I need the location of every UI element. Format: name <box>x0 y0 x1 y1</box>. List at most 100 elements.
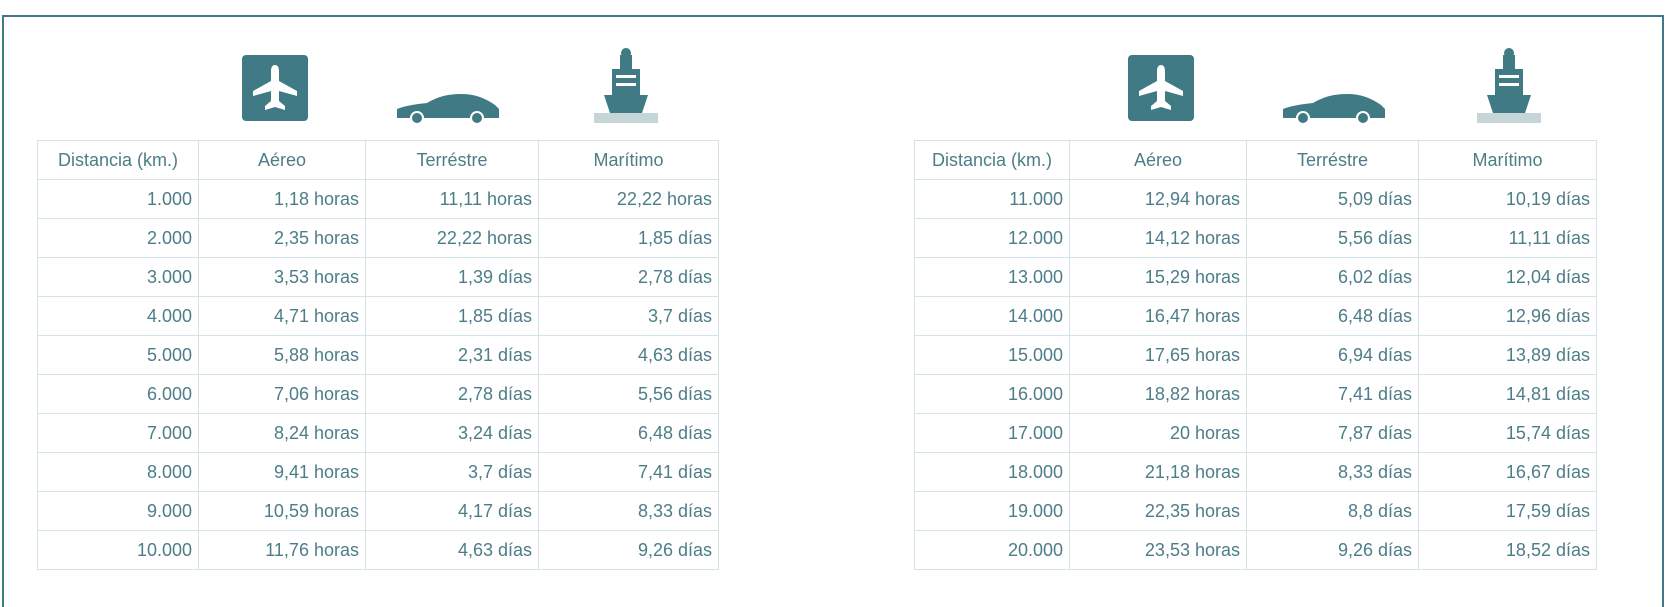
cell: 4,63 días <box>538 335 719 375</box>
cell: 3,24 días <box>365 413 539 453</box>
cell: 14,12 horas <box>1069 218 1247 258</box>
row: 14.000 16,47 horas 6,48 días 12,96 días <box>914 296 1597 336</box>
cell: 4,71 horas <box>198 296 366 336</box>
cell: 6,94 días <box>1246 335 1419 375</box>
cell: 18,82 horas <box>1069 374 1247 414</box>
header-cell: Terréstre <box>365 140 539 180</box>
cell: 1,39 días <box>365 257 539 297</box>
cell: 11,76 horas <box>198 530 366 570</box>
cell: 3,53 horas <box>198 257 366 297</box>
cell: 4,17 días <box>365 491 539 531</box>
cell: 2,35 horas <box>198 218 366 258</box>
cell: 7,87 días <box>1246 413 1419 453</box>
cell: 22,22 horas <box>365 218 539 258</box>
cell: 3.000 <box>37 257 199 297</box>
cell: 3,7 días <box>365 452 539 492</box>
row: 19.000 22,35 horas 8,8 días 17,59 días <box>914 491 1597 531</box>
cell: 12,04 días <box>1418 257 1597 297</box>
cell: 14,81 días <box>1418 374 1597 414</box>
cell: 12.000 <box>914 218 1070 258</box>
cell: 3,7 días <box>538 296 719 336</box>
cell: 10,59 horas <box>198 491 366 531</box>
cell: 8,33 días <box>1246 452 1419 492</box>
car-icon <box>397 94 499 124</box>
cell: 22,22 horas <box>538 179 719 219</box>
row: 11.000 12,94 horas 5,09 días 10,19 días <box>914 179 1597 219</box>
cell: 9,41 horas <box>198 452 366 492</box>
cell: 15,29 horas <box>1069 257 1247 297</box>
cell: 8.000 <box>37 452 199 492</box>
cell: 6,48 días <box>1246 296 1419 336</box>
cell: 5.000 <box>37 335 199 375</box>
header-cell: Terréstre <box>1246 140 1419 180</box>
cell: 9.000 <box>37 491 199 531</box>
cell: 12,94 horas <box>1069 179 1247 219</box>
cell: 5,56 días <box>1246 218 1419 258</box>
row: 15.000 17,65 horas 6,94 días 13,89 días <box>914 335 1597 375</box>
row: 16.000 18,82 horas 7,41 días 14,81 días <box>914 374 1597 414</box>
cell: 15,74 días <box>1418 413 1597 453</box>
cell: 11,11 horas <box>365 179 539 219</box>
header-row: Distancia (km.) Aéreo Terréstre Marítimo <box>914 140 1597 180</box>
cell: 6,02 días <box>1246 257 1419 297</box>
cell: 15.000 <box>914 335 1070 375</box>
cell: 1,85 días <box>365 296 539 336</box>
row: 7.000 8,24 horas 3,24 días 6,48 días <box>37 413 719 453</box>
header-cell: Marítimo <box>538 140 719 180</box>
cell: 20.000 <box>914 530 1070 570</box>
header-cell: Aéreo <box>198 140 366 180</box>
cell: 1,85 días <box>538 218 719 258</box>
row: 13.000 15,29 horas 6,02 días 12,04 días <box>914 257 1597 297</box>
cell: 4,63 días <box>365 530 539 570</box>
row: 18.000 21,18 horas 8,33 días 16,67 días <box>914 452 1597 492</box>
row: 12.000 14,12 horas 5,56 días 11,11 días <box>914 218 1597 258</box>
ship-icon <box>594 48 658 123</box>
table: Distancia (km.) Aéreo Terréstre Marítimo 1.0… <box>37 140 719 570</box>
row: 9.000 10,59 horas 4,17 días 8,33 días <box>37 491 719 531</box>
ship-icon <box>1477 48 1541 123</box>
cell: 7,41 días <box>538 452 719 492</box>
row: 20.000 23,53 horas 9,26 días 18,52 días <box>914 530 1597 570</box>
cell: 18,52 días <box>1418 530 1597 570</box>
header-cell: Distancia (km.) <box>37 140 199 180</box>
cell: 8,24 horas <box>198 413 366 453</box>
plane-icon <box>1128 55 1194 121</box>
cell: 5,09 días <box>1246 179 1419 219</box>
car-icon <box>1283 94 1385 124</box>
row: 8.000 9,41 horas 3,7 días 7,41 días <box>37 452 719 492</box>
cell: 22,35 horas <box>1069 491 1247 531</box>
cell: 17.000 <box>914 413 1070 453</box>
cell: 1.000 <box>37 179 199 219</box>
header-cell: Aéreo <box>1069 140 1247 180</box>
cell: 8,8 días <box>1246 491 1419 531</box>
cell: 21,18 horas <box>1069 452 1247 492</box>
cell: 6,48 días <box>538 413 719 453</box>
row: 1.000 1,18 horas 11,11 horas 22,22 horas <box>37 179 719 219</box>
cell: 2,78 días <box>538 257 719 297</box>
cell: 5,56 días <box>538 374 719 414</box>
cell: 14.000 <box>914 296 1070 336</box>
row: 3.000 3,53 horas 1,39 días 2,78 días <box>37 257 719 297</box>
row: 4.000 4,71 horas 1,85 días 3,7 días <box>37 296 719 336</box>
table: Distancia (km.) Aéreo Terréstre Marítimo 11.… <box>914 140 1597 570</box>
cell: 13,89 días <box>1418 335 1597 375</box>
cell: 2.000 <box>37 218 199 258</box>
cell: 2,78 días <box>365 374 539 414</box>
header-cell: Marítimo <box>1418 140 1597 180</box>
cell: 7,41 días <box>1246 374 1419 414</box>
cell: 7.000 <box>37 413 199 453</box>
header-cell: Distancia (km.) <box>914 140 1070 180</box>
row: 6.000 7,06 horas 2,78 días 5,56 días <box>37 374 719 414</box>
cell: 11,11 días <box>1418 218 1597 258</box>
cell: 13.000 <box>914 257 1070 297</box>
cell: 16,47 horas <box>1069 296 1247 336</box>
cell: 2,31 días <box>365 335 539 375</box>
cell: 11.000 <box>914 179 1070 219</box>
cell: 6.000 <box>37 374 199 414</box>
cell: 4.000 <box>37 296 199 336</box>
cell: 23,53 horas <box>1069 530 1247 570</box>
cell: 8,33 días <box>538 491 719 531</box>
cell: 17,59 días <box>1418 491 1597 531</box>
row: 17.000 20 horas 7,87 días 15,74 días <box>914 413 1597 453</box>
